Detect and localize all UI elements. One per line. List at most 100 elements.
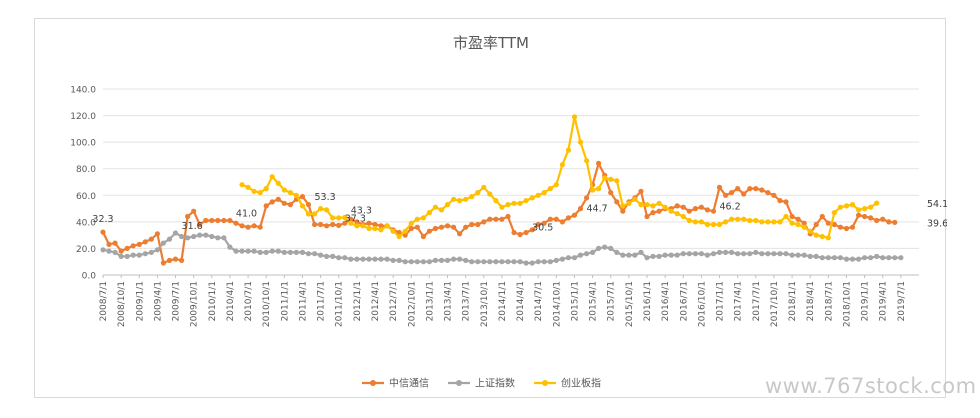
x-tick-label: 2016/1/1: [643, 281, 653, 321]
data-point: [481, 219, 487, 225]
data-point: [287, 202, 293, 208]
data-point: [741, 216, 747, 222]
data-point: [136, 241, 142, 247]
data-point: [819, 255, 825, 261]
data-point: [523, 198, 529, 204]
x-tick-label: 2010/10/1: [262, 281, 272, 327]
data-point: [136, 252, 142, 258]
data-point: [257, 190, 263, 196]
y-tick-label: 100.0: [70, 139, 96, 149]
data-point: [118, 253, 124, 259]
data-point: [112, 249, 118, 255]
data-point: [674, 211, 680, 217]
data-point: [505, 259, 511, 265]
data-point: [849, 224, 856, 230]
series-创业板指: [239, 114, 880, 241]
data-point: [511, 259, 517, 265]
data-point: [402, 228, 408, 234]
data-point: [771, 251, 777, 257]
data-point: [686, 251, 692, 257]
data-point: [559, 256, 566, 262]
y-axis: 0.0 20.0 40.0 60.0 80.0 100.0 120.0 140.0: [70, 86, 96, 282]
data-point: [251, 223, 257, 229]
data-point: [390, 228, 396, 234]
data-point: [807, 228, 813, 234]
data-point: [366, 256, 372, 262]
x-tick-label: 2009/1/1: [135, 281, 145, 321]
x-tick-label: 2017/7/1: [752, 281, 762, 321]
data-point: [644, 202, 650, 208]
data-point: [529, 260, 535, 266]
data-point: [868, 204, 874, 210]
data-point: [632, 252, 638, 258]
data-point: [330, 215, 336, 221]
x-tick-label: 2012/1/1: [353, 281, 363, 321]
data-point: [837, 224, 844, 230]
data-point: [789, 220, 795, 226]
data-point: [686, 208, 692, 214]
data-point: [680, 251, 686, 257]
data-point: [880, 216, 886, 222]
data-point: [299, 203, 306, 209]
data-point: [523, 229, 529, 236]
x-tick-label: 2014/7/1: [534, 281, 544, 321]
data-point: [571, 114, 578, 120]
data-point: [227, 244, 233, 250]
data-point: [432, 225, 438, 232]
data-point: [287, 190, 293, 196]
data-point: [426, 228, 432, 234]
x-tick-label: 2012/7/1: [389, 281, 399, 321]
data-point: [130, 243, 136, 249]
data-point: [414, 216, 420, 222]
data-point: [735, 251, 741, 257]
data-point: [547, 186, 553, 192]
data-point: [620, 203, 626, 209]
legend-marker: [370, 380, 376, 386]
data-point: [197, 232, 203, 238]
data-point: [312, 211, 318, 217]
data-point: [686, 217, 692, 224]
x-tick-label: 2014/4/1: [516, 281, 526, 321]
data-point: [499, 216, 505, 222]
data-point: [698, 204, 705, 210]
data-point: [874, 200, 880, 206]
data-point: [324, 207, 330, 213]
data-point: [614, 249, 620, 255]
y-tick-label: 20.0: [76, 245, 96, 255]
data-point: [565, 147, 572, 153]
x-tick-label: 2009/7/1: [172, 281, 182, 321]
x-tick-label: 2014/1/1: [498, 281, 508, 321]
x-tick-label: 2018/4/1: [806, 281, 816, 321]
data-point: [680, 204, 686, 210]
data-point: [777, 251, 783, 257]
data-point: [179, 257, 185, 263]
data-point: [209, 233, 215, 240]
data-point: [710, 251, 717, 257]
data-point: [475, 190, 481, 196]
data-point: [856, 256, 862, 262]
data-point: [336, 222, 342, 228]
data-point: [438, 224, 445, 230]
data-point: [862, 206, 868, 212]
data-point: [221, 235, 227, 241]
data-point: [281, 249, 287, 255]
data-point: [856, 207, 862, 213]
data-point: [444, 257, 451, 263]
data-point: [160, 260, 166, 266]
data-point: [662, 252, 668, 258]
data-point: [577, 252, 584, 258]
data-point: [892, 219, 898, 225]
data-point: [680, 213, 686, 220]
data-point: [813, 253, 819, 259]
data-point: [318, 252, 324, 258]
data-label: 54.1: [927, 199, 947, 210]
data-point: [396, 233, 402, 240]
data-point: [741, 251, 747, 257]
data-point: [451, 224, 457, 230]
data-point: [596, 245, 602, 251]
data-point: [553, 182, 559, 188]
data-point: [360, 256, 366, 262]
data-point: [535, 259, 541, 265]
data-point: [354, 223, 360, 229]
data-point: [535, 192, 541, 198]
